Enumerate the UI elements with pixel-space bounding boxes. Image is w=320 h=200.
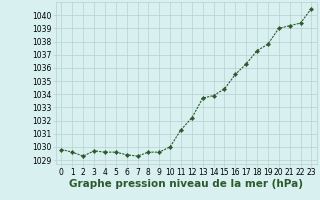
X-axis label: Graphe pression niveau de la mer (hPa): Graphe pression niveau de la mer (hPa) bbox=[69, 179, 303, 189]
